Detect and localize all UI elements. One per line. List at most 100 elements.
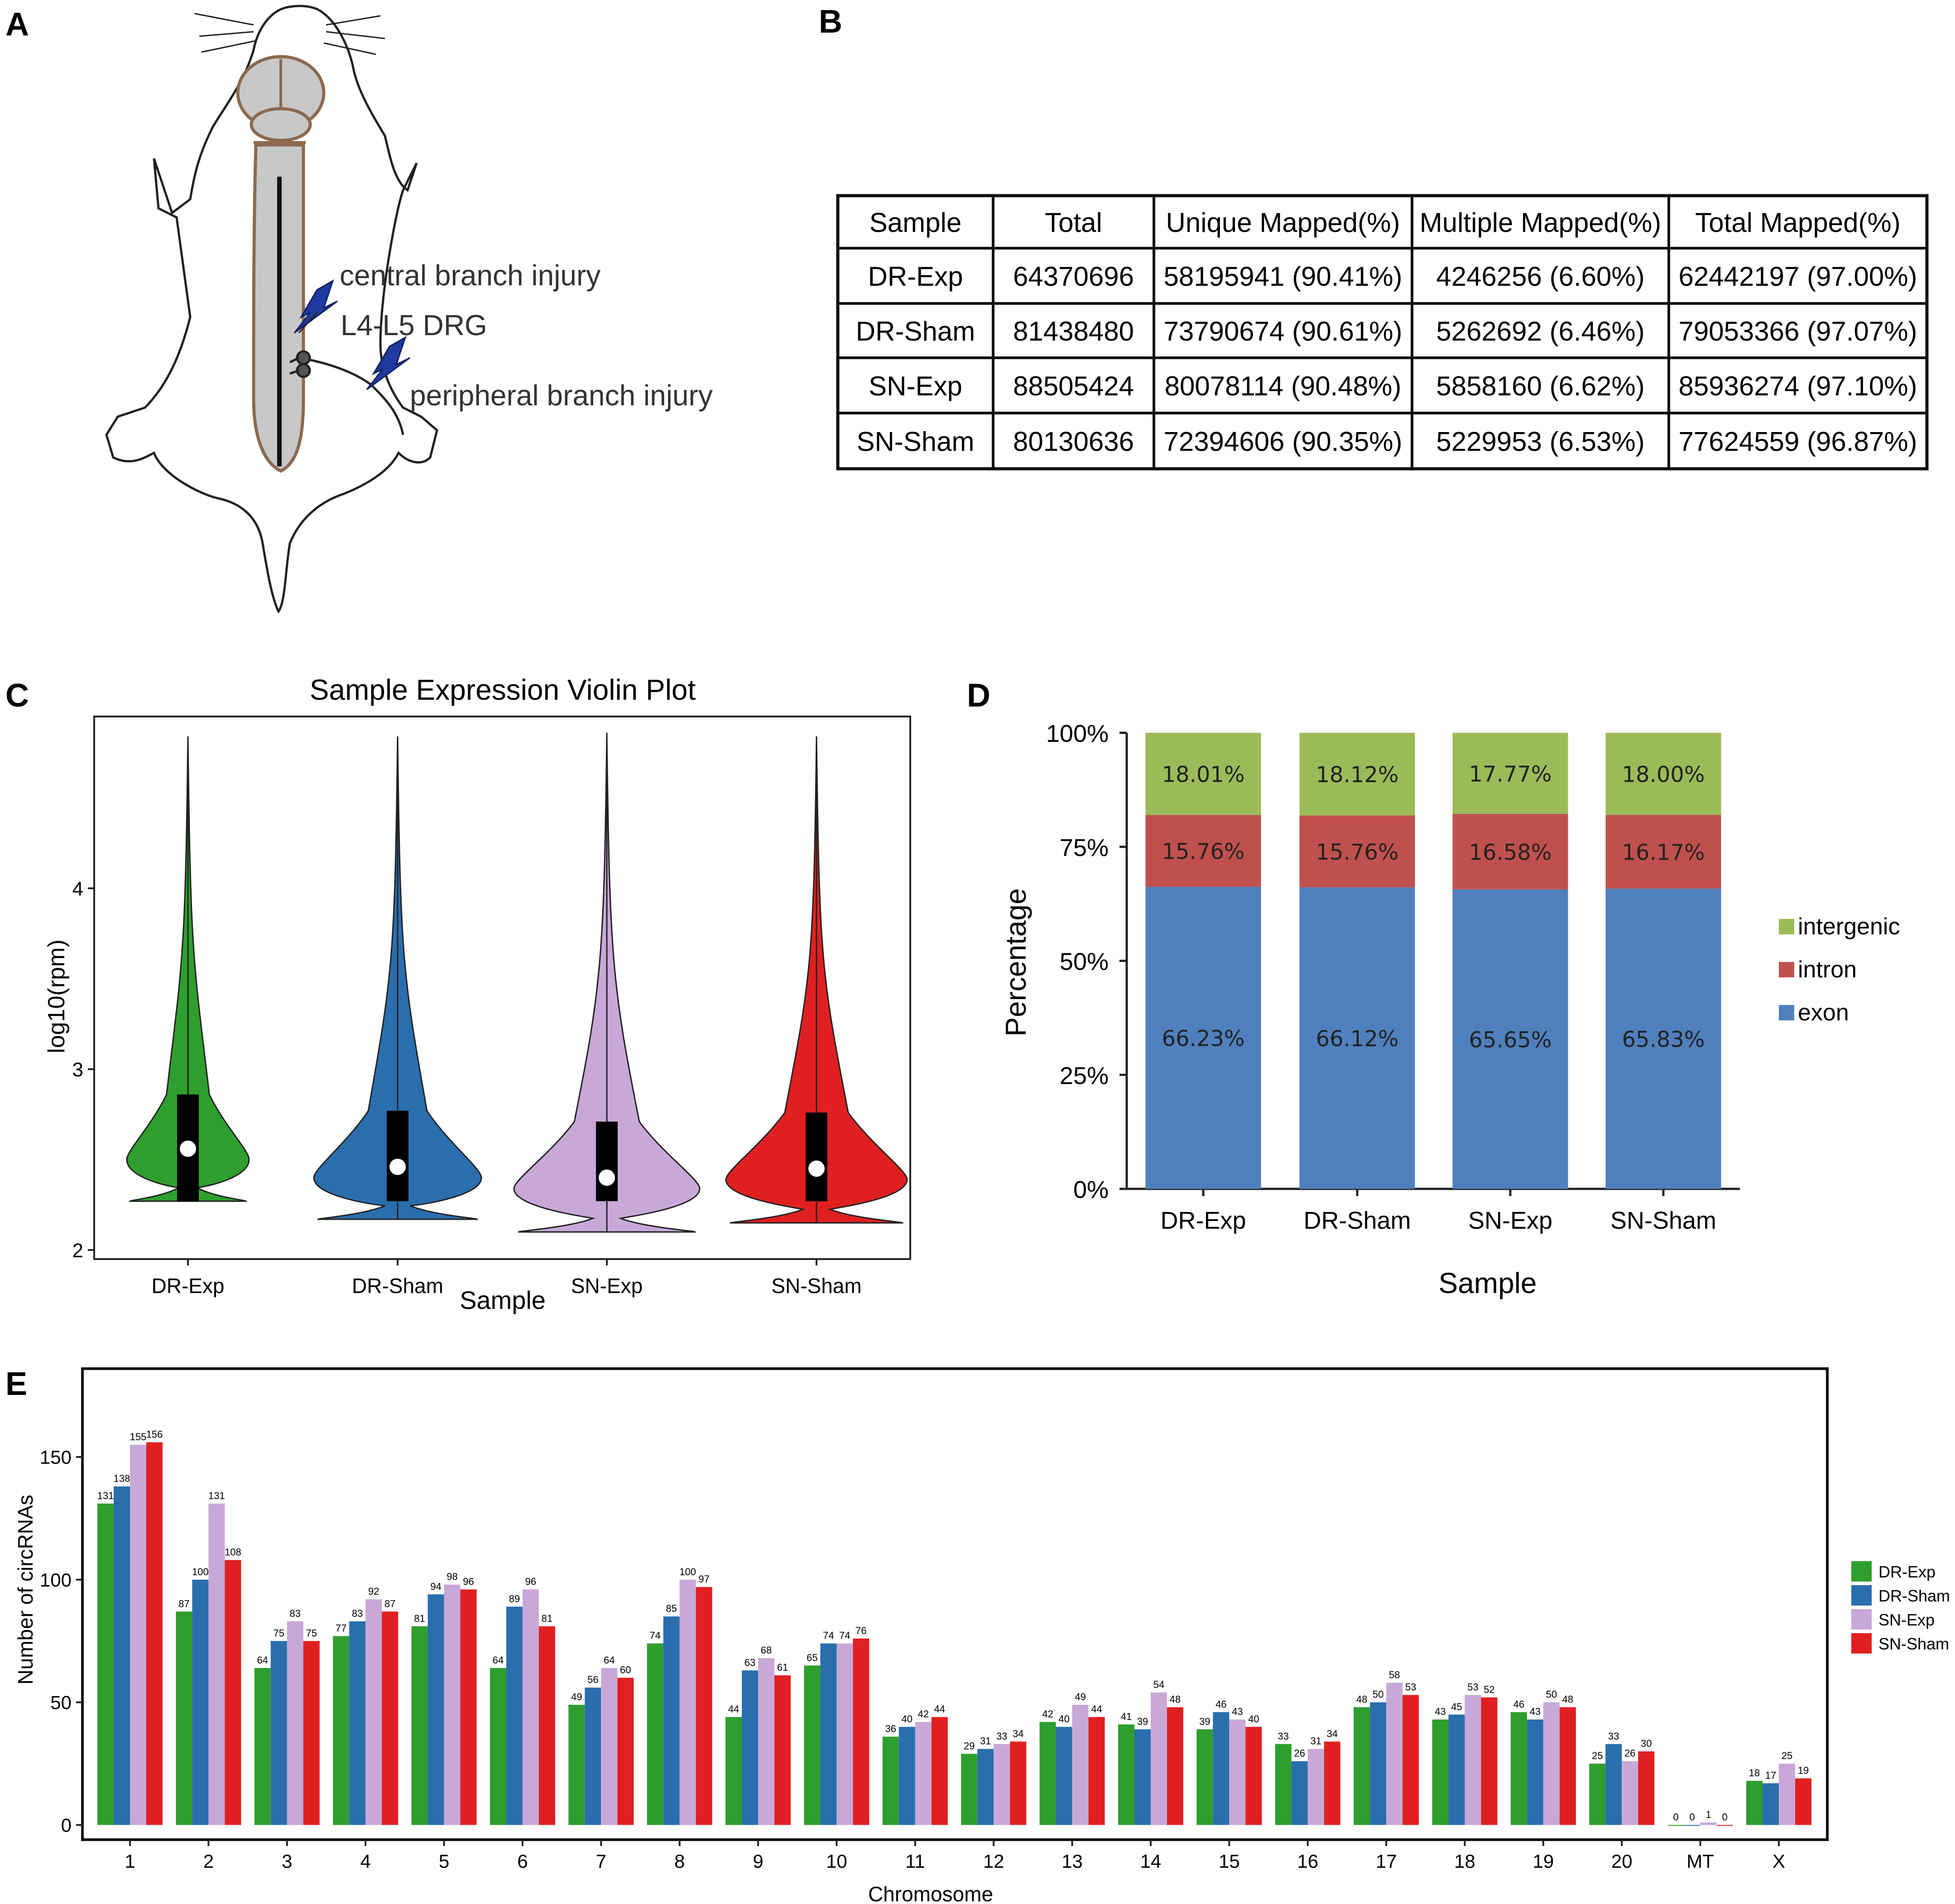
panel-label-e: E	[5, 1366, 27, 1402]
table-cell: 5229953 (6.53%)	[1436, 427, 1644, 457]
bar-value-label: 0	[1689, 1812, 1695, 1823]
bar-SN-Sham	[853, 1638, 869, 1825]
bar-DR-Exp	[411, 1626, 428, 1825]
bar-DR-Exp	[804, 1665, 821, 1825]
violin-ytick-label: 4	[72, 878, 83, 900]
table-cell: SN-Sham	[856, 427, 974, 457]
bar-SN-Sham	[1638, 1751, 1655, 1825]
bar-DR-Sham	[114, 1486, 130, 1825]
legend-label-DR-Sham: DR-Sham	[1878, 1587, 1950, 1605]
bar-DR-Exp	[254, 1668, 271, 1825]
panel-label-c: C	[5, 678, 29, 714]
table-cell: 81438480	[1013, 316, 1134, 346]
bar-value-label: 92	[368, 1586, 379, 1597]
bar-value-label: 58	[1389, 1669, 1400, 1680]
bar-xtick-label: 13	[1062, 1851, 1083, 1872]
bar-DR-Sham	[349, 1621, 366, 1825]
table-cell: 4246256 (6.60%)	[1436, 261, 1644, 292]
violin-xtick-label: SN-Sham	[771, 1274, 861, 1298]
bar-value-label: 65	[807, 1652, 817, 1663]
bar-value-label: 26	[1624, 1748, 1635, 1759]
bar-DR-Sham	[1213, 1712, 1230, 1825]
panel-label-b: B	[819, 4, 842, 40]
bar-SN-Exp	[522, 1589, 539, 1825]
bar-DR-Sham	[585, 1688, 601, 1825]
bar-value-label: 74	[649, 1630, 660, 1641]
bar-xtick-label: 12	[983, 1851, 1004, 1872]
table-cell: 64370696	[1013, 261, 1134, 292]
bar-SN-Exp	[1386, 1683, 1403, 1825]
bar-SN-Exp	[208, 1503, 225, 1825]
table-cell: 80078114 (90.48%)	[1165, 371, 1402, 401]
bar-SN-Exp	[1307, 1749, 1324, 1825]
bar-value-label: 39	[1137, 1716, 1148, 1727]
table-border	[836, 194, 1929, 471]
legend-label-SN-Sham: SN-Sham	[1878, 1635, 1949, 1653]
bar-xtick-label: 2	[203, 1851, 214, 1872]
bar-value-label: 138	[114, 1473, 130, 1484]
stacked-segment-exon	[1605, 889, 1721, 1189]
bar-ylabel: Number of circRNAs	[14, 1495, 37, 1684]
stacked-ytick-label: 100%	[1046, 720, 1109, 747]
bar-SN-Sham	[1559, 1707, 1576, 1825]
bar-value-label: 131	[97, 1490, 114, 1501]
violin-median-dot	[808, 1160, 825, 1177]
bar-SN-Sham	[225, 1560, 241, 1825]
bar-DR-Exp	[1510, 1712, 1527, 1825]
bar-DR-Sham	[1527, 1719, 1543, 1825]
bar-value-label: 87	[384, 1598, 395, 1609]
bar-value-label: 64	[257, 1654, 268, 1666]
stacked-ylabel: Percentage	[999, 888, 1032, 1036]
stacked-segment-intergenic	[1299, 733, 1415, 816]
bar-value-label: 34	[1013, 1728, 1023, 1739]
bar-value-label: 83	[290, 1608, 301, 1619]
annotation-drg: L4-L5 DRG	[341, 309, 487, 341]
bar-value-label: 77	[336, 1622, 346, 1634]
bar-SN-Sham	[1245, 1726, 1262, 1825]
bar-DR-Exp	[568, 1705, 585, 1825]
violin-ytick-label: 3	[72, 1059, 83, 1081]
bar-xtick-label: 15	[1219, 1851, 1240, 1872]
bar-value-label: 81	[414, 1613, 425, 1624]
bar-value-label: 30	[1641, 1738, 1652, 1749]
panel-label-a: A	[5, 6, 29, 43]
bar-SN-Exp	[836, 1643, 853, 1825]
annotation-peripheral-branch: peripheral branch injury	[410, 379, 713, 412]
bar-value-label: 75	[306, 1627, 317, 1639]
stacked-segment-intergenic	[1145, 733, 1261, 815]
bar-value-label: 44	[934, 1703, 945, 1715]
violin-plot: Sample Expression Violin Plot Sample log…	[43, 673, 911, 1314]
bar-value-label: 33	[1608, 1731, 1619, 1742]
bar-xtick-label: 19	[1532, 1851, 1554, 1872]
table-cell: 72394606 (90.35%)	[1163, 427, 1402, 457]
stacked-segment-label: 15.76%	[1316, 840, 1398, 865]
bar-value-label: 75	[274, 1627, 284, 1639]
table-header-cell: Unique Mapped(%)	[1166, 207, 1400, 238]
bar-xlabel: Chromosome	[868, 1882, 993, 1904]
table-cell: DR-Sham	[856, 316, 975, 346]
bar-value-label: 1	[1705, 1809, 1711, 1820]
rat-body-outline	[105, 5, 438, 614]
bar-DR-Sham	[742, 1670, 759, 1825]
table-cell: 80130636	[1013, 427, 1134, 457]
bar-xtick-label: 4	[360, 1851, 370, 1872]
bar-DR-Exp	[1354, 1707, 1370, 1825]
violin-median-dot	[389, 1159, 406, 1175]
violin-median-dot	[599, 1169, 615, 1186]
bar-DR-Sham	[820, 1643, 837, 1825]
stacked-segment-exon	[1299, 887, 1415, 1189]
table-cell: DR-Exp	[868, 261, 963, 292]
bar-value-label: 33	[1278, 1731, 1288, 1742]
bar-DR-Sham	[1763, 1783, 1779, 1825]
bar-value-label: 25	[1782, 1750, 1792, 1761]
stacked-ytick-label: 50%	[1060, 948, 1109, 976]
bar-DR-Exp	[1039, 1722, 1056, 1825]
table-cell: 77624559 (96.87%)	[1678, 427, 1917, 457]
stacked-segment-label: 17.77%	[1469, 761, 1552, 787]
table-header-cell: Total Mapped(%)	[1695, 207, 1901, 238]
bar-SN-Exp	[915, 1722, 932, 1825]
bar-value-label: 29	[964, 1740, 975, 1751]
bar-DR-Exp	[1746, 1781, 1763, 1825]
bar-value-label: 87	[178, 1598, 189, 1609]
violin-xlabel: Sample	[460, 1286, 546, 1314]
